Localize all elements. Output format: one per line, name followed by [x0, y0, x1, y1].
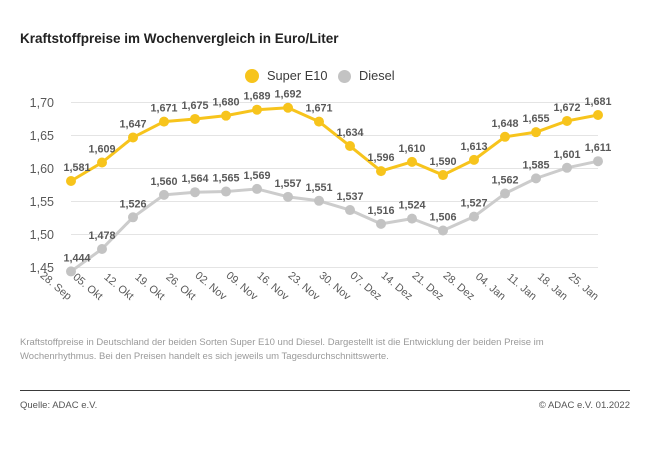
- svg-text:16. Nov: 16. Nov: [255, 270, 292, 303]
- svg-text:11. Jan: 11. Jan: [505, 271, 539, 302]
- svg-text:1,611: 1,611: [585, 142, 611, 154]
- svg-text:28. Dez: 28. Dez: [441, 270, 477, 303]
- svg-text:1,562: 1,562: [491, 175, 518, 187]
- svg-text:1,675: 1,675: [181, 100, 208, 112]
- svg-text:1,647: 1,647: [119, 118, 146, 130]
- svg-text:1,672: 1,672: [553, 102, 580, 114]
- svg-text:1,613: 1,613: [460, 141, 487, 153]
- svg-text:1,655: 1,655: [522, 113, 549, 125]
- svg-text:1,444: 1,444: [63, 252, 90, 264]
- svg-text:1,516: 1,516: [367, 205, 394, 217]
- svg-text:1,648: 1,648: [491, 118, 518, 130]
- svg-text:1,585: 1,585: [522, 159, 549, 171]
- svg-text:1,560: 1,560: [150, 176, 177, 188]
- svg-text:1,478: 1,478: [88, 230, 115, 242]
- svg-text:1,634: 1,634: [336, 127, 363, 139]
- svg-text:25. Jan: 25. Jan: [566, 271, 601, 303]
- svg-text:1,581: 1,581: [63, 162, 90, 174]
- svg-text:23. Nov: 23. Nov: [286, 270, 323, 303]
- svg-text:1,537: 1,537: [336, 191, 363, 203]
- svg-text:1,564: 1,564: [181, 173, 208, 185]
- svg-text:1,55: 1,55: [30, 195, 54, 209]
- svg-text:1,601: 1,601: [553, 149, 580, 161]
- svg-text:1,590: 1,590: [429, 156, 456, 168]
- svg-text:1,596: 1,596: [367, 152, 394, 164]
- svg-text:19. Okt: 19. Okt: [132, 271, 166, 303]
- svg-text:1,689: 1,689: [243, 91, 270, 103]
- svg-text:26. Okt: 26. Okt: [163, 271, 197, 303]
- svg-text:1,527: 1,527: [460, 198, 487, 210]
- svg-text:1,551: 1,551: [305, 182, 332, 194]
- svg-text:12. Okt: 12. Okt: [101, 271, 135, 303]
- svg-text:1,557: 1,557: [274, 178, 301, 190]
- svg-text:1,680: 1,680: [212, 97, 239, 109]
- svg-text:07. Dez: 07. Dez: [348, 270, 384, 303]
- svg-text:1,610: 1,610: [398, 143, 425, 155]
- svg-text:1,671: 1,671: [150, 103, 177, 115]
- svg-text:30. Nov: 30. Nov: [317, 270, 354, 303]
- svg-text:1,671: 1,671: [305, 103, 332, 115]
- svg-text:02. Nov: 02. Nov: [193, 270, 230, 303]
- svg-text:1,50: 1,50: [30, 228, 54, 242]
- svg-text:1,569: 1,569: [243, 170, 270, 182]
- svg-text:1,609: 1,609: [88, 144, 115, 156]
- svg-text:1,524: 1,524: [398, 200, 425, 212]
- svg-text:1,506: 1,506: [429, 212, 456, 224]
- svg-text:1,692: 1,692: [274, 89, 301, 101]
- svg-text:1,526: 1,526: [119, 198, 146, 210]
- svg-text:1,60: 1,60: [30, 162, 54, 176]
- svg-text:21. Dez: 21. Dez: [410, 270, 446, 303]
- svg-text:1,681: 1,681: [584, 96, 611, 108]
- svg-text:18. Jan: 18. Jan: [535, 271, 570, 303]
- svg-text:1,65: 1,65: [30, 129, 54, 143]
- svg-text:09. Nov: 09. Nov: [224, 270, 261, 303]
- svg-text:1,565: 1,565: [212, 173, 239, 185]
- svg-text:14. Dez: 14. Dez: [379, 270, 415, 303]
- svg-text:1,70: 1,70: [30, 96, 54, 110]
- svg-text:05. Okt: 05. Okt: [70, 271, 104, 303]
- svg-text:04. Jan: 04. Jan: [473, 271, 508, 303]
